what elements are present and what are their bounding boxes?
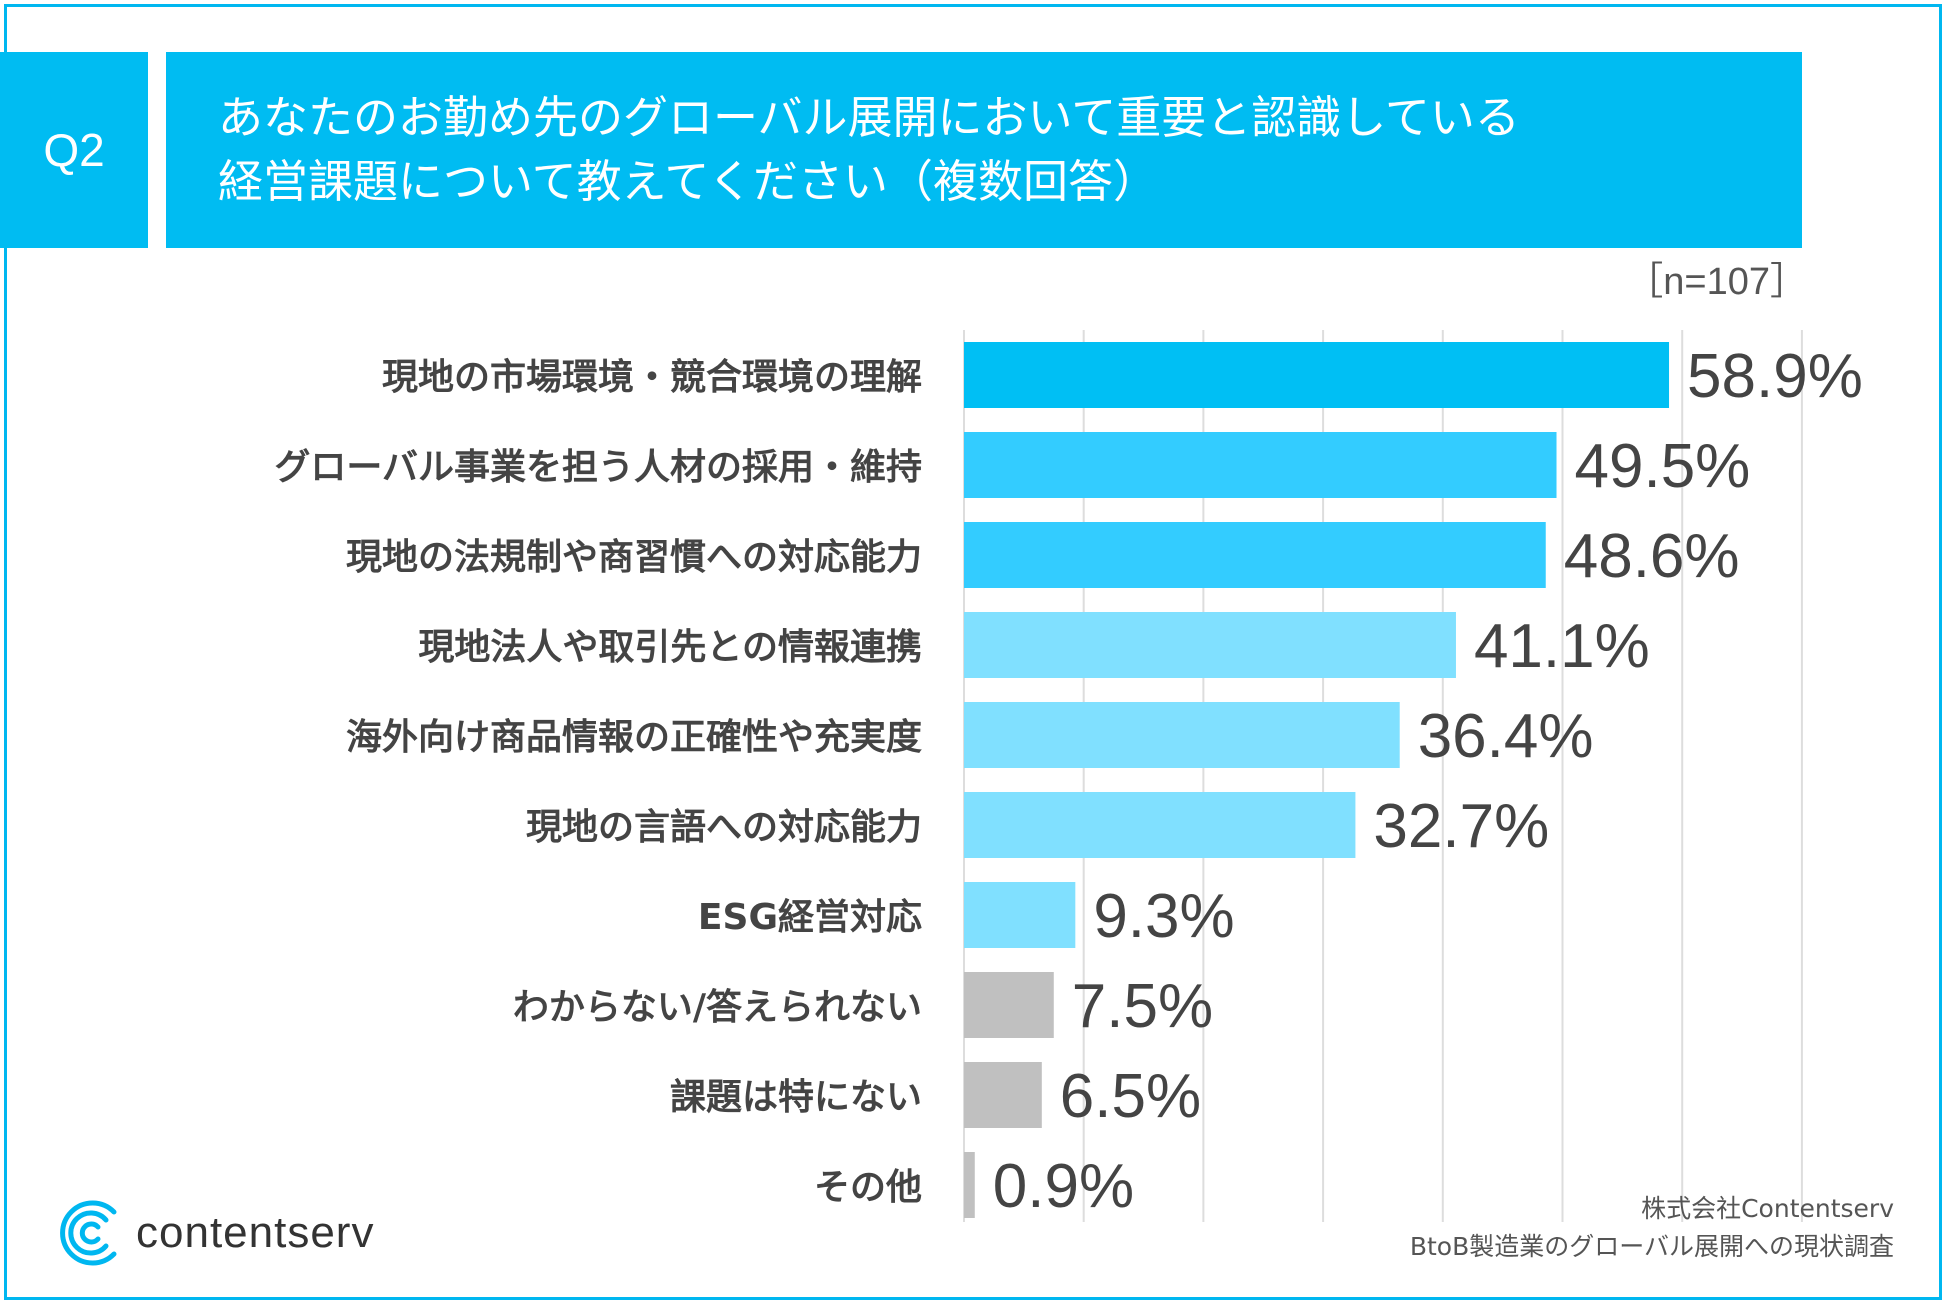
bar bbox=[964, 612, 1456, 678]
bar bbox=[964, 432, 1557, 498]
category-label: 現地法人や取引先との情報連携 bbox=[418, 627, 922, 668]
value-label: 48.6% bbox=[1564, 522, 1740, 591]
value-label: 32.7% bbox=[1373, 792, 1549, 861]
bar bbox=[964, 1062, 1042, 1128]
brand-name: contentserv bbox=[136, 1208, 375, 1257]
category-label: グローバル事業を担う人材の採用・維持 bbox=[274, 447, 922, 488]
value-label: 36.4% bbox=[1418, 702, 1594, 771]
question-badge: Q2 bbox=[0, 52, 148, 248]
category-label: わからない/答えられない bbox=[513, 987, 922, 1028]
sample-size: ［n=107］ bbox=[1625, 261, 1808, 303]
bar bbox=[964, 882, 1076, 948]
value-label: 7.5% bbox=[1072, 972, 1213, 1041]
value-label: 0.9% bbox=[993, 1152, 1134, 1221]
bar bbox=[964, 702, 1400, 768]
bar bbox=[964, 972, 1054, 1038]
footer-survey: BtoB製造業のグローバル展開への現状調査 bbox=[1409, 1232, 1894, 1261]
category-label: ESG経営対応 bbox=[698, 897, 922, 938]
category-label: 現地の市場環境・競合環境の理解 bbox=[382, 357, 922, 398]
bar bbox=[964, 522, 1546, 588]
contentserv-logo-icon bbox=[60, 1200, 117, 1266]
title-line-2: 経営課題について教えてください（複数回答） bbox=[218, 155, 1159, 208]
question-title: あなたのお勤め先のグローバル展開において重要と認識している 経営課題について教え… bbox=[166, 52, 1802, 248]
category-label: 課題は特にない bbox=[670, 1077, 922, 1118]
footer-company: 株式会社Contentserv bbox=[1641, 1194, 1894, 1223]
value-label: 58.9% bbox=[1687, 342, 1863, 411]
outer-frame bbox=[4, 4, 1942, 1300]
bar bbox=[964, 342, 1670, 408]
title-line-1: あなたのお勤め先のグローバル展開において重要と認識している bbox=[218, 91, 1520, 144]
category-label: 現地の法規制や商習慣への対応能力 bbox=[346, 537, 922, 578]
value-label: 6.5% bbox=[1060, 1062, 1201, 1131]
category-label: 現地の言語への対応能力 bbox=[526, 807, 922, 848]
bar bbox=[964, 1152, 975, 1218]
category-label: 海外向け商品情報の正確性や充実度 bbox=[346, 717, 922, 758]
category-label: その他 bbox=[814, 1167, 922, 1208]
question-number: Q2 bbox=[43, 124, 105, 176]
footer-source: 株式会社Contentserv BtoB製造業のグローバル展開への現状調査 bbox=[1410, 1190, 1894, 1266]
value-label: 41.1% bbox=[1474, 612, 1650, 681]
value-label: 49.5% bbox=[1575, 432, 1751, 501]
value-label: 9.3% bbox=[1093, 882, 1234, 951]
bar bbox=[964, 792, 1356, 858]
brand-logo: contentserv bbox=[56, 1198, 374, 1268]
